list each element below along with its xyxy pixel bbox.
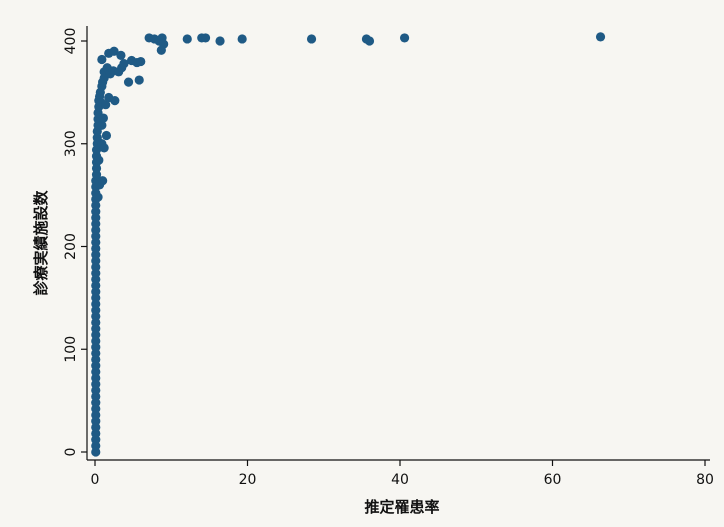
x-tick-label: 40: [391, 472, 409, 488]
y-tick-label: 300: [63, 130, 79, 157]
y-axis-title: 診療実績施設数: [32, 190, 50, 296]
data-point: [306, 34, 317, 44]
x-tick-label: 60: [544, 472, 562, 488]
y-tick-label: 400: [63, 28, 79, 55]
data-point: [97, 120, 107, 130]
data-point: [595, 32, 606, 42]
data-point: [97, 54, 107, 65]
data-point: [98, 176, 108, 186]
data-point: [94, 155, 104, 165]
data-point: [136, 56, 146, 67]
axes: [86, 26, 710, 461]
x-tick-label: 0: [91, 472, 100, 488]
data-point: [101, 130, 112, 141]
x-axis-title: 推定罹患率: [364, 498, 439, 516]
data-point: [119, 59, 129, 69]
x-tick-label: 20: [239, 472, 257, 488]
data-point: [116, 50, 126, 60]
y-tick-label: 100: [63, 336, 79, 363]
y-tick-label: 0: [63, 448, 79, 457]
data-points: [91, 32, 606, 457]
data-point: [98, 113, 108, 123]
data-point: [110, 96, 120, 106]
data-point: [109, 46, 119, 56]
data-point: [99, 143, 109, 153]
x-tick-label: 80: [696, 472, 714, 488]
y-tick-label: 200: [63, 233, 79, 260]
data-point: [123, 77, 134, 87]
x-ticks: 0 20 40 60 80: [91, 460, 714, 488]
data-point: [364, 36, 375, 46]
data-point: [215, 36, 225, 46]
data-point: [200, 33, 211, 43]
data-point: [156, 45, 166, 55]
data-point: [182, 34, 192, 44]
data-point: [93, 192, 103, 202]
y-ticks: 0 100 200 300 400: [63, 28, 87, 457]
data-point: [101, 100, 111, 110]
data-point: [134, 75, 144, 85]
data-point: [237, 34, 247, 44]
data-point: [399, 33, 410, 43]
